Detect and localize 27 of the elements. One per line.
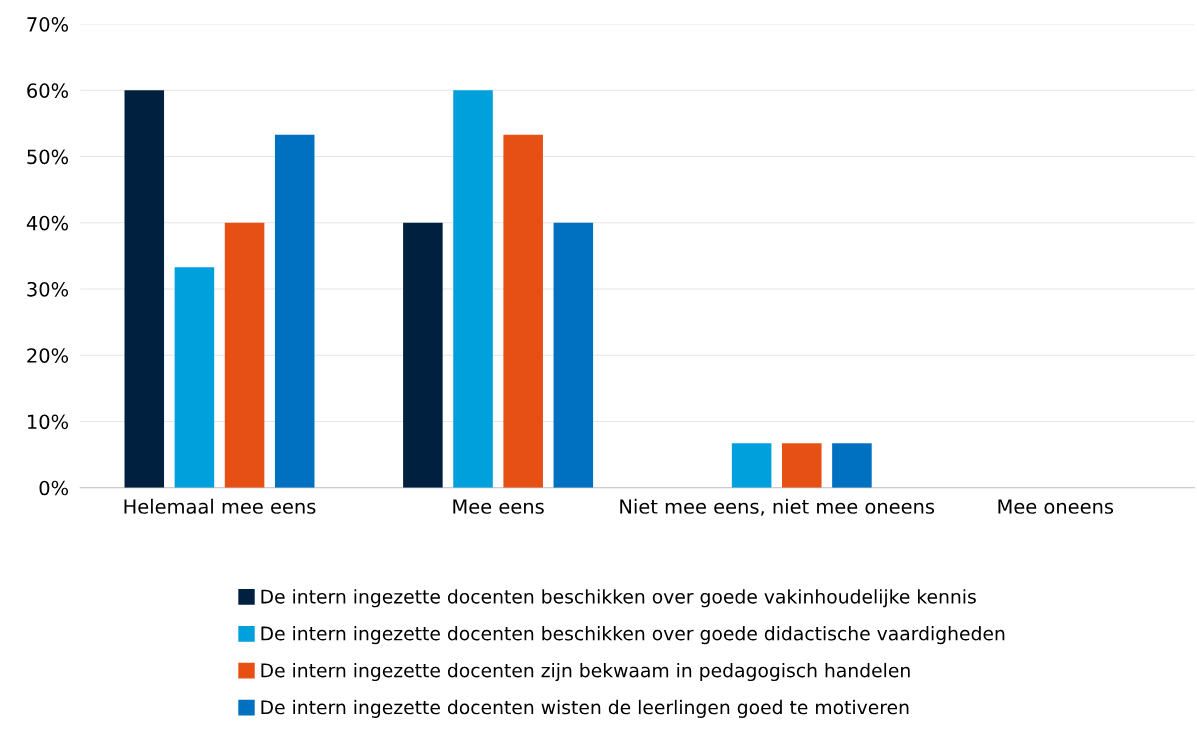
- y-tick-label: 50%: [27, 149, 69, 165]
- x-tick-label: Mee eens: [453, 499, 544, 514]
- bar: [124, 90, 165, 488]
- x-tick-label: Mee oneens: [998, 499, 1114, 514]
- bar: [224, 222, 265, 488]
- bar: [503, 134, 543, 488]
- legend-label: De intern ingezette docenten wisten de leerlingen goed te motiveren: [261, 699, 909, 718]
- x-tick-label: Helemaal mee eens: [124, 498, 316, 514]
- y-tick-label: 60%: [27, 83, 69, 98]
- bar: [731, 443, 772, 488]
- y-tick-label: 20%: [27, 348, 69, 363]
- y-tick-label: 40%: [26, 215, 69, 231]
- bar: [174, 267, 215, 488]
- legend-label: De intern ingezette docenten beschikken over goede didactische vaardigheden: [261, 626, 1005, 645]
- bar: [782, 443, 822, 488]
- bar: [274, 134, 315, 488]
- y-tick-label: 10%: [28, 414, 69, 430]
- bar: [403, 222, 443, 488]
- legend-label: De intern ingezette docenten zijn bekwaam in pedagogisch handelen: [261, 662, 910, 682]
- bar: [832, 443, 872, 488]
- bar: [553, 222, 594, 488]
- y-tick-label: 30%: [27, 281, 69, 297]
- y-tick-label: 70%: [27, 17, 69, 32]
- bar: [453, 90, 493, 488]
- legend-label: De intern ingezette docenten beschikken over goede vakinhoudelijke kennis: [261, 589, 976, 608]
- y-tick-label: 0%: [39, 480, 69, 496]
- x-tick-label: Niet mee eens, niet mee oneens: [620, 498, 935, 516]
